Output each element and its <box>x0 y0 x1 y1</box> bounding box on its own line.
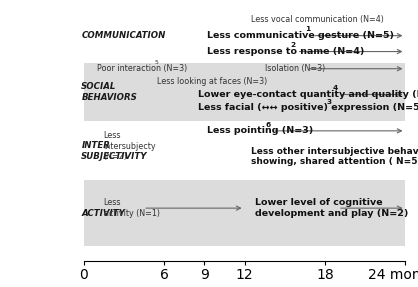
Text: Poor interaction (N=3): Poor interaction (N=3) <box>97 64 187 73</box>
Text: SOCIAL
BEHAVIORS: SOCIAL BEHAVIORS <box>82 82 137 102</box>
Text: Lower level of cognitive
development and play (N=2): Lower level of cognitive development and… <box>255 198 409 218</box>
Text: 3: 3 <box>327 98 332 104</box>
Text: 2: 2 <box>290 42 295 48</box>
Text: 4: 4 <box>333 85 338 91</box>
Text: Less pointing (N=3): Less pointing (N=3) <box>207 126 313 135</box>
Bar <box>84 63 405 121</box>
Text: Less facial (↔↔ positive) expression (N=5): Less facial (↔↔ positive) expression (N=… <box>198 103 418 113</box>
Text: 5: 5 <box>155 60 158 65</box>
Text: COMMUNICATION: COMMUNICATION <box>82 31 166 40</box>
Text: ACTIVITY: ACTIVITY <box>82 209 125 218</box>
Text: Less response to name (N=4): Less response to name (N=4) <box>207 47 364 56</box>
Text: Less other intersubjective behaviors
showing, shared attention ( N=5): Less other intersubjective behaviors sho… <box>251 147 418 166</box>
Text: Less vocal communication (N=4): Less vocal communication (N=4) <box>251 15 384 24</box>
Text: 6: 6 <box>265 121 270 127</box>
Text: 1: 1 <box>306 26 311 32</box>
Text: INTER
SUBJECTIVITY: INTER SUBJECTIVITY <box>82 141 148 161</box>
Text: Isolation (N=3): Isolation (N=3) <box>265 64 325 73</box>
Text: Less
Intersubjecty
(N=2): Less Intersubjecty (N=2) <box>104 131 156 161</box>
Bar <box>84 180 405 246</box>
Text: Less
activity (N=1): Less activity (N=1) <box>104 198 160 218</box>
Text: Lower eye-contact quantity and quality (N=5): Lower eye-contact quantity and quality (… <box>198 90 418 99</box>
Text: Less communicative gesture (N=5): Less communicative gesture (N=5) <box>207 31 394 40</box>
Text: Less looking at faces (N=3): Less looking at faces (N=3) <box>157 77 268 86</box>
